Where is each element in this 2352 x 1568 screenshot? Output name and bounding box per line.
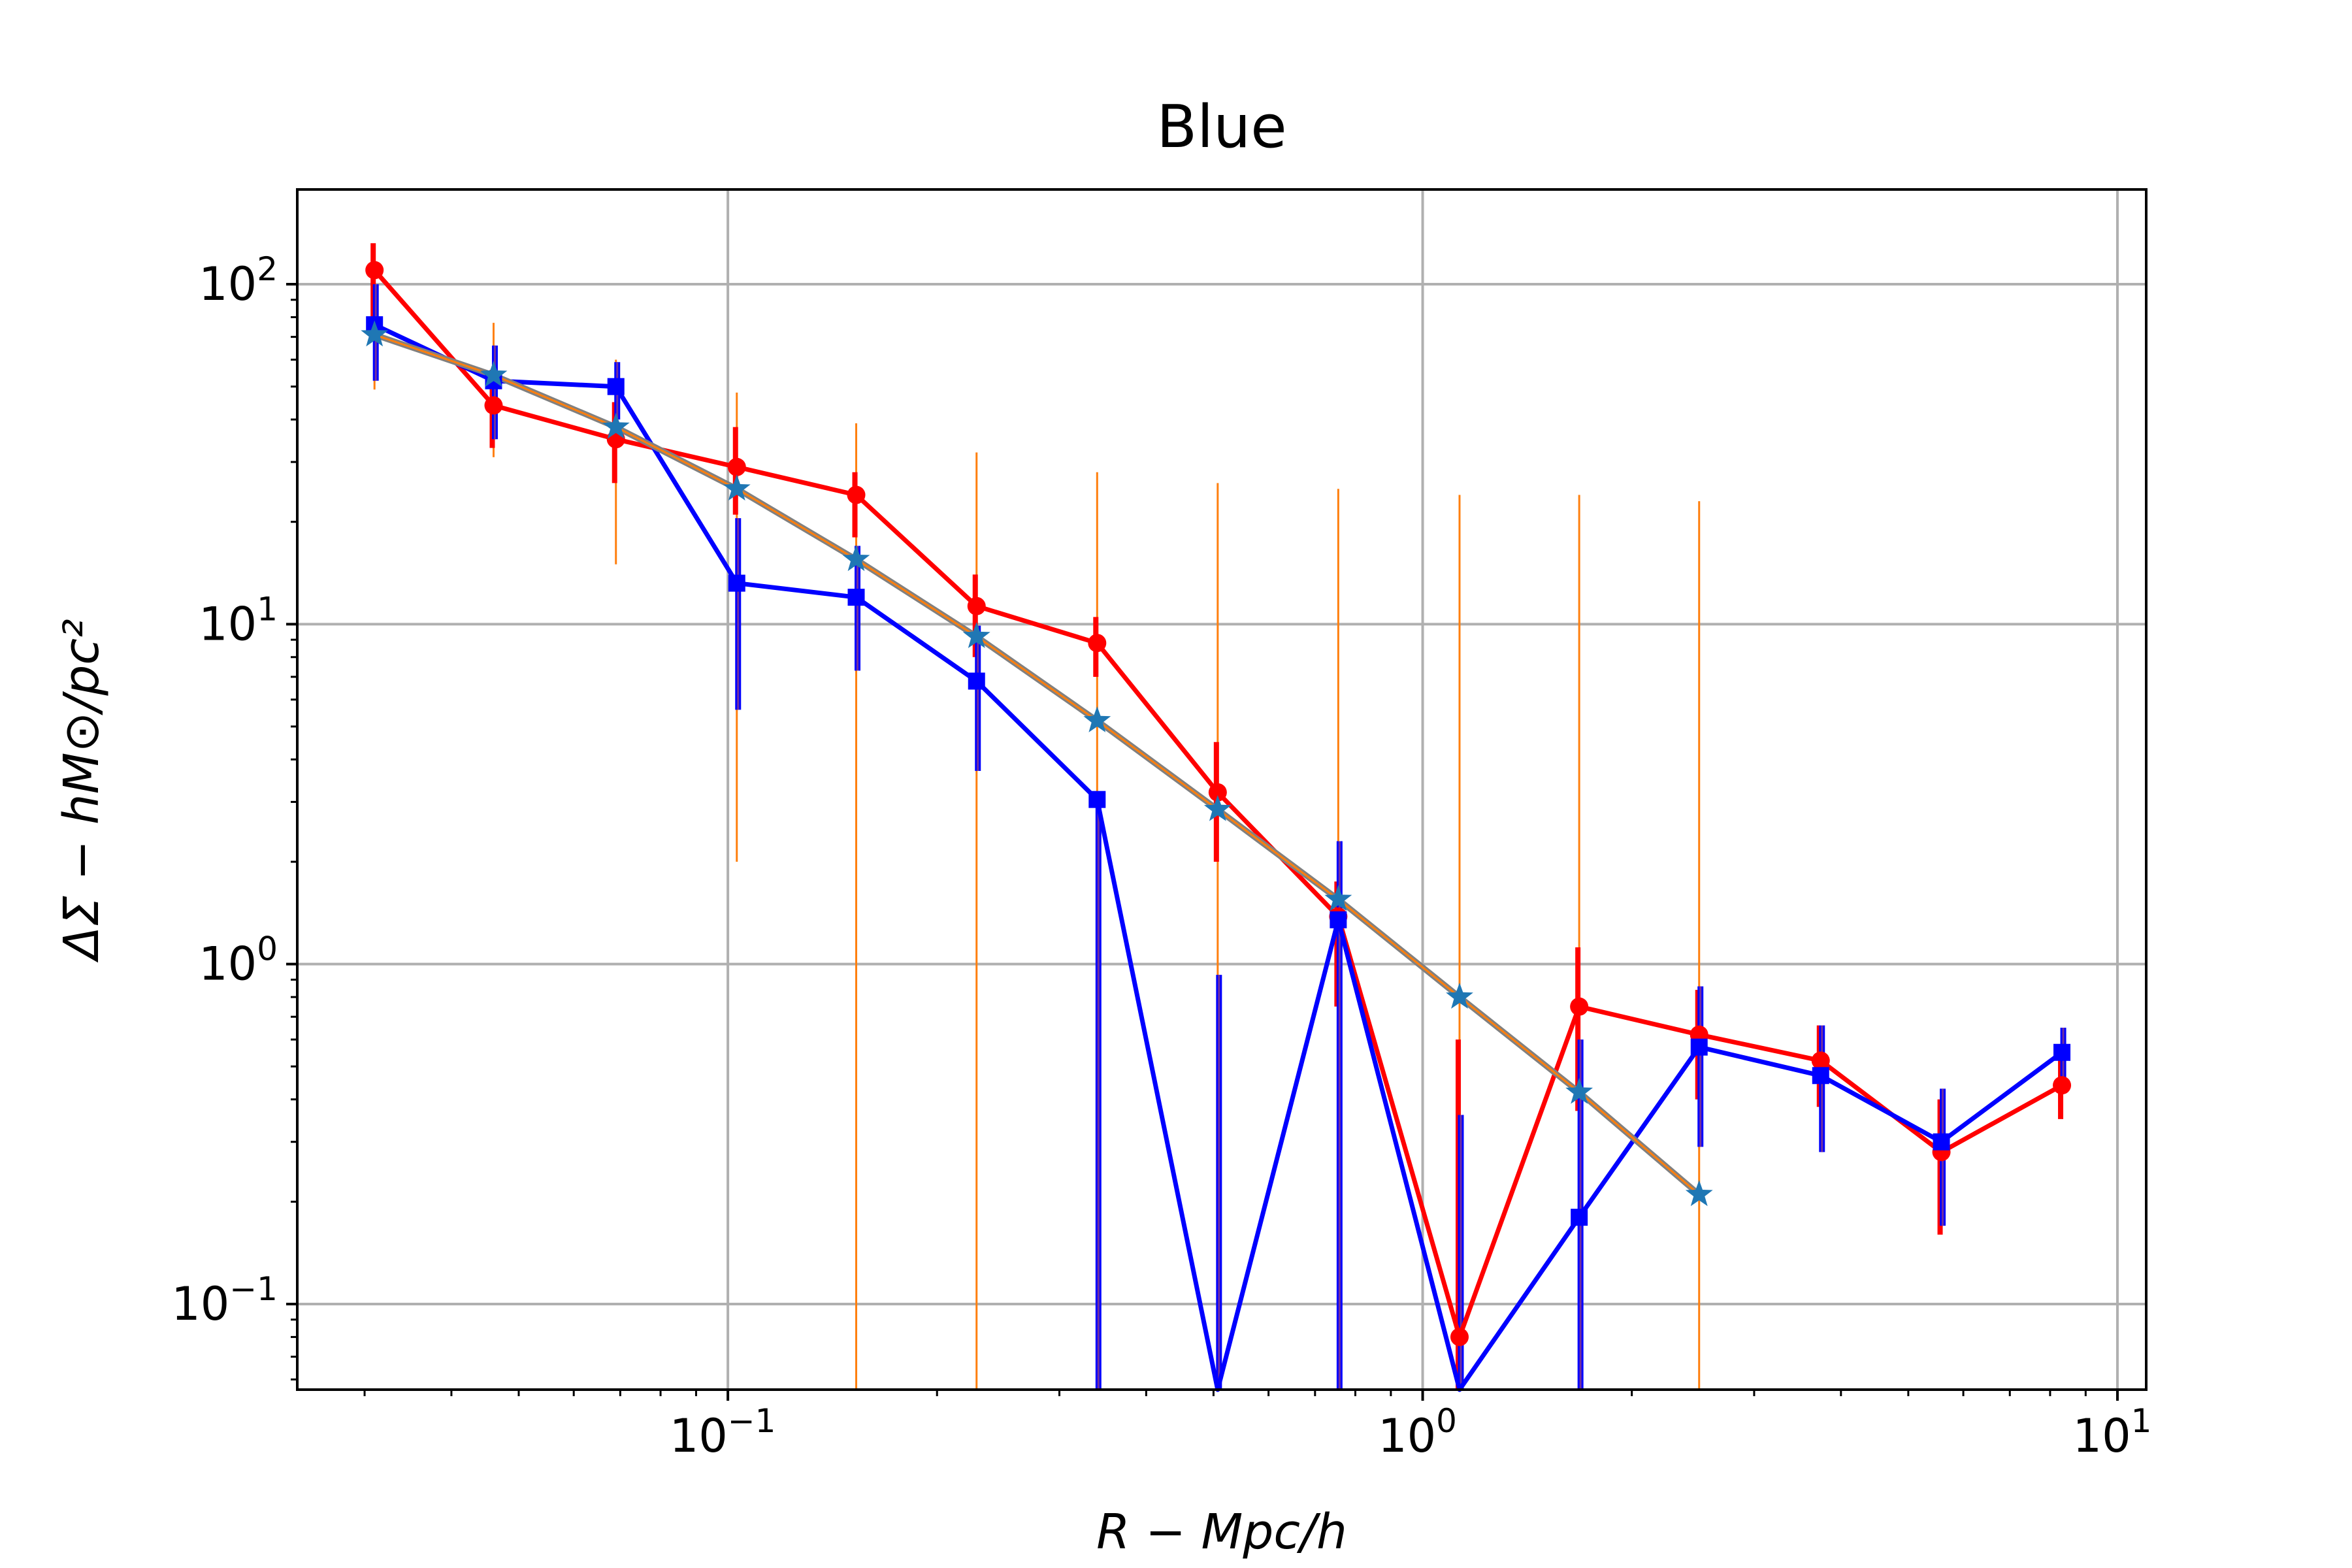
red-point [847, 485, 866, 504]
model-point [1203, 795, 1232, 821]
red-point [1570, 997, 1589, 1016]
blue-point [1330, 911, 1347, 928]
blue-point [1571, 1209, 1588, 1226]
red-point [1450, 1328, 1469, 1347]
blue-point [968, 672, 985, 690]
series-markers [361, 261, 2072, 1347]
model-point [1446, 983, 1473, 1009]
model-point [1324, 885, 1352, 911]
blue-point [1812, 1067, 1829, 1085]
red-point [967, 596, 986, 615]
blue-point [607, 378, 625, 395]
model-point [361, 320, 389, 347]
x-tick-label: 10−1 [670, 1402, 776, 1463]
model-point [1565, 1077, 1593, 1104]
grid [297, 189, 2146, 1390]
model-point [1083, 706, 1111, 732]
red-point [1088, 634, 1107, 653]
red-point [365, 261, 384, 280]
red-point [1811, 1051, 1830, 1070]
model-series-line-core [374, 333, 1700, 1196]
model-point [962, 622, 990, 648]
red-point [727, 457, 746, 476]
model-point [602, 412, 630, 439]
blue-point [728, 574, 745, 592]
model-point [480, 361, 508, 387]
red-point [2053, 1076, 2072, 1095]
blue-point [2053, 1043, 2071, 1061]
chart-title: Blue [1156, 93, 1286, 161]
model-point [723, 474, 751, 501]
y-tick-label: 10−1 [171, 1270, 278, 1331]
plot-frame [296, 188, 2148, 1391]
model-point [842, 545, 870, 572]
model-point [1685, 1180, 1713, 1207]
blue-point [847, 589, 865, 606]
red-point [1208, 783, 1227, 802]
blue-point [1088, 791, 1106, 808]
x-axis-label: R − Mpc/h [1096, 1504, 1347, 1560]
blue-point [1690, 1038, 1708, 1056]
y-axis-label: ΔΣ − hM⊙/pc² [54, 619, 110, 962]
red-point [484, 396, 503, 415]
blue-point [1933, 1133, 1950, 1151]
error-bars [370, 243, 2066, 1390]
